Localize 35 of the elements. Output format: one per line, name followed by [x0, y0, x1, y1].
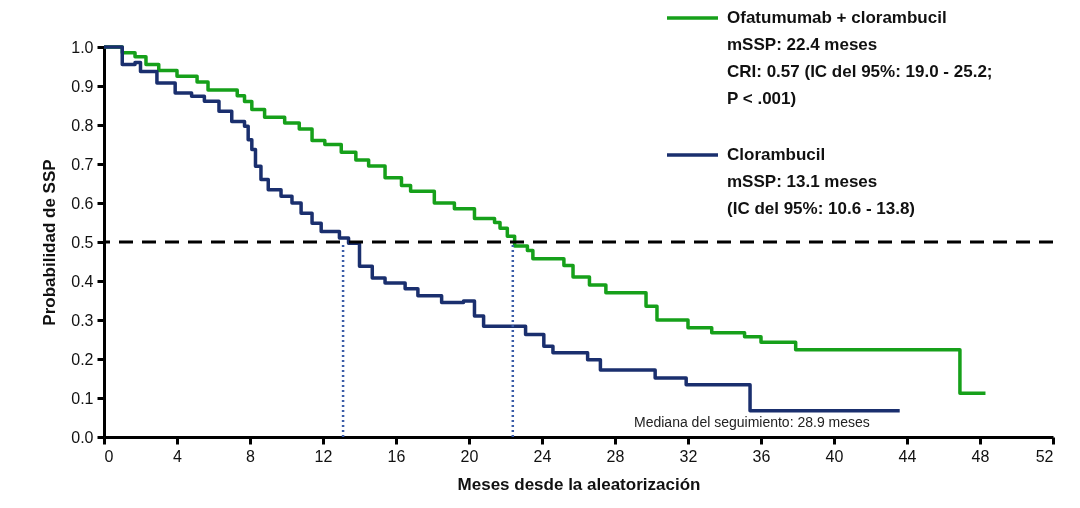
x-tick-label: 28 — [606, 447, 625, 465]
y-axis-title: Probabilidad de SSP — [40, 159, 60, 326]
x-axis-title: Meses desde la aleatorización — [457, 474, 701, 494]
x-tick-label: 48 — [971, 447, 990, 465]
x-tick-label: 52 — [1035, 447, 1054, 465]
x-tick-label: 32 — [679, 447, 698, 465]
y-tick-label: 1.0 — [71, 38, 94, 56]
y-tick-label: 0.2 — [71, 350, 94, 368]
x-tick-label: 20 — [460, 447, 479, 465]
y-tick-label: 0.8 — [71, 116, 94, 134]
x-tick-label: 16 — [387, 447, 406, 465]
annotation: mSSP: 13.1 meses — [727, 172, 878, 191]
x-tick-label: 24 — [533, 447, 552, 465]
x-tick-label: 44 — [898, 447, 917, 465]
y-tick-label: 0.7 — [71, 155, 94, 173]
annotation: Mediana del seguimiento: 28.9 meses — [634, 414, 870, 430]
legend-label: Ofatumumab + clorambucil — [727, 8, 947, 27]
x-tick-label: 36 — [752, 447, 771, 465]
annotation: (IC del 95%: 10.6 - 13.8) — [727, 199, 916, 218]
x-tick-label: 40 — [825, 447, 844, 465]
x-tick-label: 8 — [246, 447, 256, 465]
legend-label: Clorambucil — [727, 145, 826, 164]
annotation: mSSP: 22.4 meses — [727, 35, 878, 54]
y-tick-label: 0.9 — [71, 77, 94, 95]
annotation: P < .001) — [727, 89, 797, 108]
y-tick-label: 0.1 — [71, 389, 94, 407]
y-tick-label: 0.0 — [71, 428, 94, 446]
y-tick-label: 0.5 — [71, 233, 94, 251]
y-tick-label: 0.6 — [71, 194, 94, 212]
x-tick-label: 12 — [314, 447, 333, 465]
x-tick-label: 4 — [173, 447, 183, 465]
x-tick-label: 0 — [104, 447, 114, 465]
annotation: CRI: 0.57 (IC del 95%: 19.0 - 25.2; — [727, 62, 993, 81]
y-tick-label: 0.4 — [71, 272, 94, 290]
y-tick-label: 0.3 — [71, 311, 94, 329]
